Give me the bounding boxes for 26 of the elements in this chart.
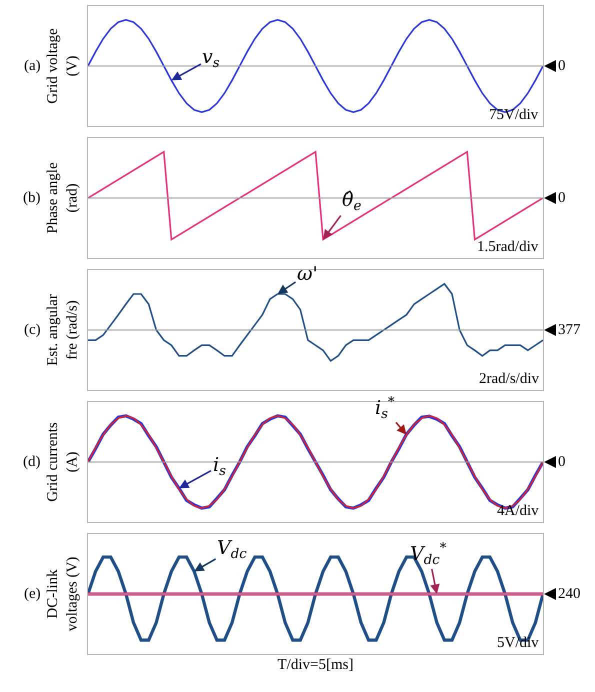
series-label: V$_{dc}$	[217, 537, 248, 562]
text: (c)	[24, 322, 41, 338]
annotation: 4A/div	[497, 503, 540, 519]
y-axis-title: Phase angle (rad)	[44, 162, 80, 234]
annotation: 5V/div	[497, 635, 540, 651]
annotation: 75V/div	[489, 107, 539, 123]
text: 0	[558, 190, 566, 206]
x-axis-title: T/div=5[ms]	[278, 657, 354, 673]
series-label: θ̂$_{e}$	[342, 189, 362, 214]
y-axis-title: Grid currents (A)	[44, 422, 80, 502]
text: 0	[558, 454, 566, 470]
text: (d)	[23, 454, 40, 470]
series-label: ω'	[297, 263, 318, 285]
text: 2rad/s/div	[479, 371, 540, 387]
annotation: 1.5rad/div	[477, 239, 539, 255]
text: 0	[558, 58, 566, 74]
text: 377	[558, 322, 581, 338]
text: 240	[558, 586, 580, 602]
text: (e)	[24, 586, 41, 602]
y-axis-title: Est. angular fre (rad/s)	[44, 294, 80, 366]
text: (a)	[24, 58, 41, 74]
y-axis-title: Grid voltage (V)	[44, 28, 80, 104]
y-axis-title: DC-link voltages (V)	[44, 556, 80, 632]
text: (b)	[23, 190, 40, 206]
series-label: v$_{s}$	[202, 46, 220, 71]
series-label: i$_{s}$	[213, 454, 226, 479]
